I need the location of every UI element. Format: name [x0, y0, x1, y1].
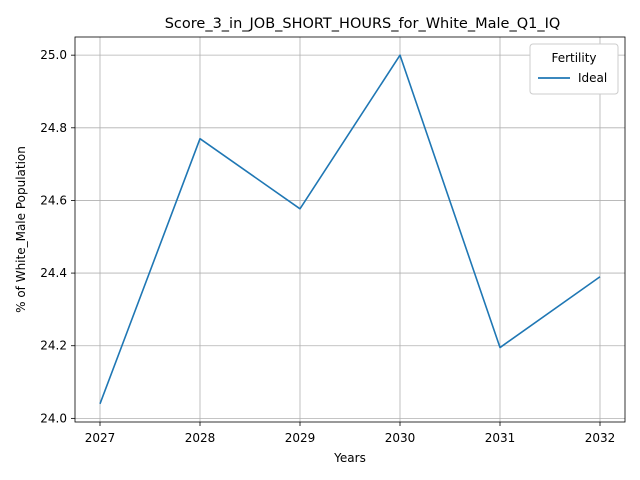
y-tick-label: 24.0: [40, 411, 67, 425]
y-tick-label: 24.2: [40, 339, 67, 353]
x-axis: 2027 2028 2029 2030 2031 2032: [85, 422, 616, 445]
grid: [75, 37, 625, 422]
x-tick-label: 2032: [585, 431, 616, 445]
series-layer: [99, 54, 601, 405]
x-axis-label: Years: [333, 451, 366, 465]
series-line-ideal: [99, 54, 601, 405]
y-axis-label: % of White_Male Population: [14, 146, 28, 313]
x-tick-label: 2028: [185, 431, 216, 445]
y-axis: 24.0 24.2 24.4 24.6 24.8 25.0: [40, 48, 75, 425]
x-tick-label: 2030: [385, 431, 416, 445]
x-tick-label: 2027: [85, 431, 116, 445]
legend: Fertility Ideal: [529, 43, 619, 95]
chart-title: Score_3_in_JOB_SHORT_HOURS_for_White_Mal…: [165, 16, 561, 32]
legend-box: [529, 43, 619, 95]
plot-frame: [74, 36, 626, 423]
x-tick-label: 2029: [285, 431, 316, 445]
y-tick-label: 24.4: [40, 266, 67, 280]
x-tick-label: 2031: [485, 431, 516, 445]
y-tick-label: 25.0: [40, 48, 67, 62]
legend-label-ideal: Ideal: [578, 71, 607, 85]
legend-title: Fertility: [551, 51, 596, 65]
y-tick-label: 24.6: [40, 193, 67, 207]
y-tick-label: 24.8: [40, 121, 67, 135]
